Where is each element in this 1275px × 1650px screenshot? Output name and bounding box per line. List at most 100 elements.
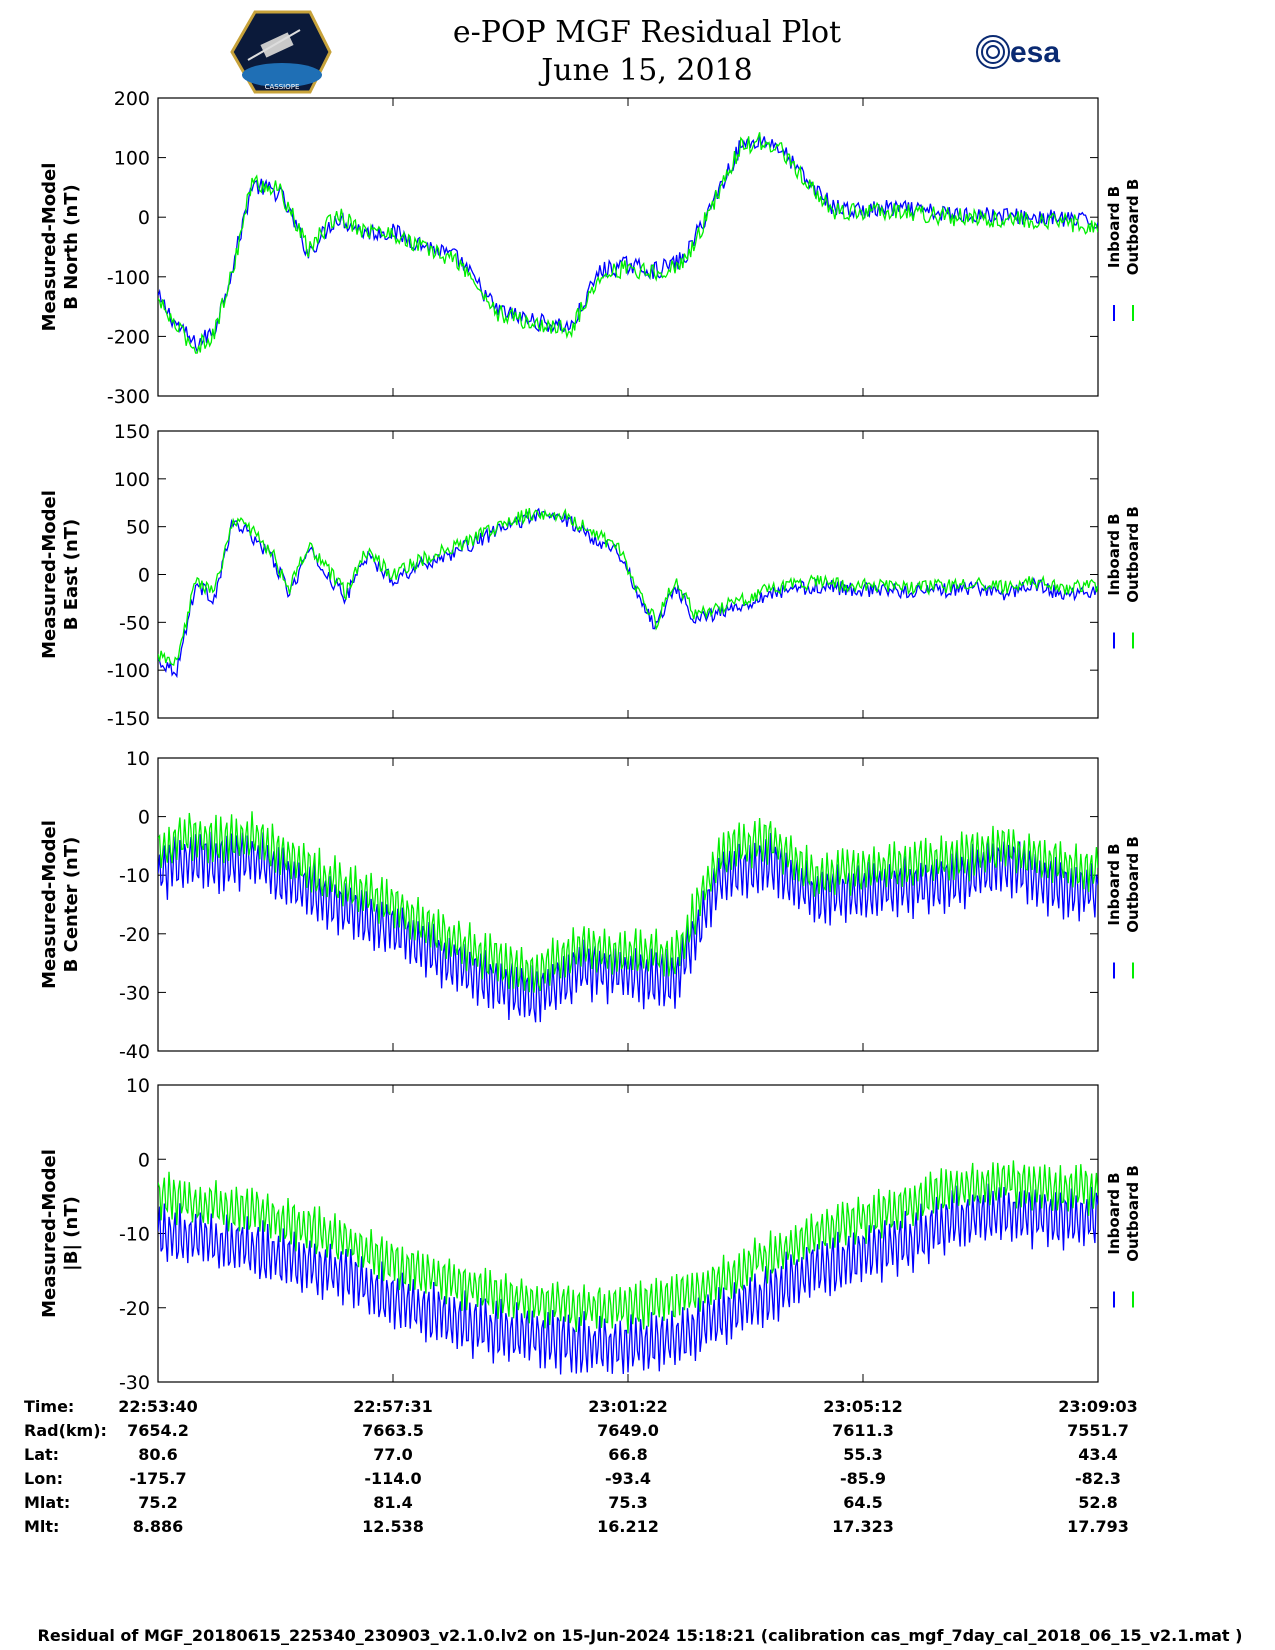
cassiope-logo: CASSIOPE [230, 10, 332, 94]
footer-caption: Residual of MGF_20180615_225340_230903_v… [38, 1626, 1243, 1645]
y-tick-label: 10 [126, 748, 150, 770]
info-cell: 7551.7 [1067, 1421, 1129, 1440]
y-axis-label-line2: B North (nT) [61, 184, 82, 310]
info-cell: -114.0 [364, 1469, 421, 1488]
info-cell: 7663.5 [362, 1421, 424, 1440]
info-cell: 81.4 [373, 1493, 412, 1512]
y-tick-label: -10 [119, 865, 150, 887]
chart-panel-3: -40 -30 -20 -10 0 10 Measured-Model B Center (n… [39, 748, 1142, 1063]
y-tick-label: -20 [119, 1298, 150, 1320]
x-tick-label: 23:09:03 [1058, 1397, 1138, 1416]
series-line-inboard [158, 1183, 1098, 1375]
info-cell: -175.7 [129, 1469, 186, 1488]
info-cell: 7649.0 [597, 1421, 659, 1440]
info-cell: 43.4 [1078, 1445, 1117, 1464]
legend-outboard-label: Outboard B [1124, 1165, 1142, 1262]
info-columns: 22:53:40 7654.2 80.6 -175.7 75.2 8.886 22:57:3… [118, 1397, 1138, 1536]
plot-frame [157, 1084, 1099, 1383]
info-cell: 75.3 [608, 1493, 647, 1512]
info-row-label: Mlt: [24, 1517, 59, 1536]
y-tick-label: -100 [107, 267, 150, 289]
legend-inboard-label: Inboard B [1105, 513, 1123, 595]
y-tick-label: 0 [138, 565, 150, 587]
info-cell: 77.0 [373, 1445, 412, 1464]
info-row-label: Rad(km): [24, 1421, 107, 1440]
y-tick-label: -50 [119, 612, 150, 634]
y-tick-label: 150 [114, 421, 150, 443]
y-tick-label: -20 [119, 924, 150, 946]
series-line-inboard [158, 831, 1098, 1023]
series-line-outboard [158, 132, 1098, 354]
series-line-outboard [158, 811, 1098, 993]
info-row-label: Time: [24, 1397, 74, 1416]
info-row-labels: Time: Rad(km): Lat: Lon: Mlat: Mlt: [24, 1397, 107, 1536]
legend-outboard-label: Outboard B [1124, 179, 1142, 276]
y-axis-label-line2: B East (nT) [61, 519, 82, 631]
info-cell: 12.538 [362, 1517, 424, 1536]
info-row-label: Lat: [24, 1445, 59, 1464]
y-tick-label: -40 [119, 1041, 150, 1063]
y-axis-label-line1: Measured-Model [39, 820, 60, 989]
info-cell: 16.212 [597, 1517, 659, 1536]
y-tick-label: 100 [114, 469, 150, 491]
y-tick-label: -100 [107, 660, 150, 682]
y-tick-label: 200 [114, 88, 150, 110]
y-tick-label: -10 [119, 1224, 150, 1246]
info-cell: 17.793 [1067, 1517, 1129, 1536]
info-cell: 80.6 [138, 1445, 177, 1464]
y-axis-label-line1: Measured-Model [39, 1149, 60, 1318]
plot-frame [157, 97, 1099, 397]
cassiope-logo-text: CASSIOPE [265, 83, 300, 91]
info-cell: 52.8 [1078, 1493, 1117, 1512]
y-tick-label: 0 [138, 1149, 150, 1171]
info-row-label: Lon: [24, 1469, 63, 1488]
y-tick-label: 100 [114, 148, 150, 170]
plot-frame [157, 757, 1099, 1052]
page-subtitle-date: June 15, 2018 [538, 53, 753, 88]
info-cell: -93.4 [605, 1469, 651, 1488]
info-cell: -85.9 [840, 1469, 886, 1488]
info-cell: 17.323 [832, 1517, 894, 1536]
esa-logo-text: esa [1010, 36, 1060, 69]
y-axis-label-line2: |B| (nT) [61, 1196, 82, 1271]
legend-outboard-label: Outboard B [1124, 506, 1142, 603]
x-tick-label: 22:53:40 [118, 1397, 198, 1416]
x-tick-label: 23:01:22 [588, 1397, 668, 1416]
y-tick-label: -300 [107, 386, 150, 408]
chart-panel-1: -300 -200 -100 0 100 200 Measured-Model B North… [39, 88, 1142, 408]
x-tick-label: 22:57:31 [353, 1397, 433, 1416]
info-cell: 75.2 [138, 1493, 177, 1512]
info-cell: 66.8 [608, 1445, 647, 1464]
series-line-outboard [158, 1160, 1098, 1334]
y-tick-label: -150 [107, 708, 150, 730]
legend-inboard-label: Inboard B [1105, 843, 1123, 925]
legend-inboard-label: Inboard B [1105, 186, 1123, 268]
esa-logo: esa [976, 35, 1060, 69]
x-tick-label: 23:05:12 [823, 1397, 903, 1416]
y-tick-label: -30 [119, 982, 150, 1004]
series-line-outboard [158, 508, 1098, 667]
y-axis-label-line2: B Center (nT) [61, 837, 82, 973]
chart-panel-2: -150 -100 -50 0 50 100 150 Measured-Model B East… [39, 421, 1142, 730]
info-cell: 8.886 [133, 1517, 184, 1536]
y-tick-label: 0 [138, 807, 150, 829]
legend-outboard-label: Outboard B [1124, 836, 1142, 933]
y-axis-label-line1: Measured-Model [39, 163, 60, 332]
chart-panel-4: -30 -20 -10 0 10 Measured-Model |B| (nT) Inboar… [39, 1075, 1142, 1394]
series-line-inboard [158, 134, 1098, 354]
info-cell: 55.3 [843, 1445, 882, 1464]
info-cell: 64.5 [843, 1493, 882, 1512]
y-tick-label: 0 [138, 207, 150, 229]
header: CASSIOPE e-POP MGF Residual Plot June 15… [230, 10, 1060, 94]
series-line-inboard [158, 507, 1098, 679]
info-cell: 7654.2 [127, 1421, 189, 1440]
info-row-label: Mlat: [24, 1493, 70, 1512]
y-tick-label: 10 [126, 1075, 150, 1097]
page-title: e-POP MGF Residual Plot [453, 15, 841, 50]
y-tick-label: 50 [126, 517, 150, 539]
info-table: Time: Rad(km): Lat: Lon: Mlat: Mlt: 22:53:40 7… [24, 1397, 1138, 1536]
y-tick-label: -30 [119, 1372, 150, 1394]
info-cell: 7611.3 [832, 1421, 894, 1440]
